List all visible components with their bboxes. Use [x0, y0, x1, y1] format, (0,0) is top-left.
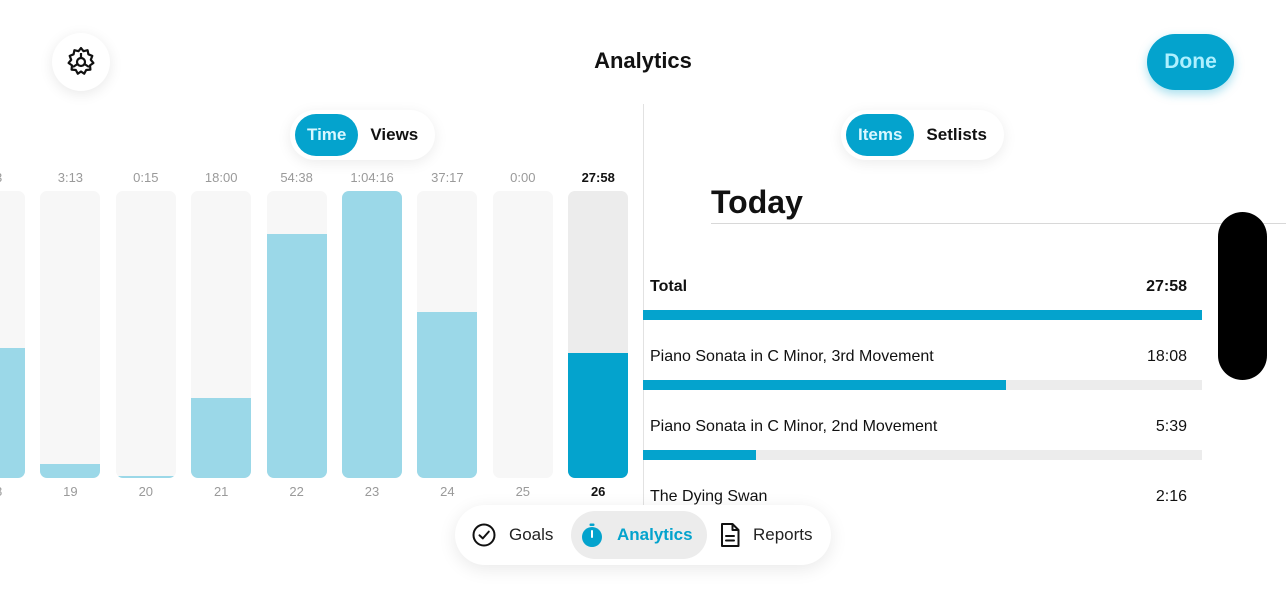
- chart-column-23[interactable]: 1:04:16 23: [342, 166, 402, 499]
- document-icon: [719, 522, 741, 548]
- chart-column-24[interactable]: 37:17 24: [417, 166, 478, 499]
- total-label: Total: [650, 278, 688, 295]
- bottom-tab-bar: Goals Analytics Reports: [455, 505, 831, 565]
- item-bar-track: [643, 380, 1202, 390]
- page-title: Analytics: [594, 48, 692, 73]
- item-name: The Dying Swan: [650, 488, 768, 505]
- chart-day-label: 26: [590, 484, 606, 499]
- chart-bar: [40, 463, 101, 478]
- chart-column-19[interactable]: 3:13 19: [40, 166, 101, 499]
- chart-bar-track: [191, 191, 252, 478]
- chart-bar-track: [417, 191, 478, 478]
- chart-time-label: 03: [0, 166, 25, 190]
- tab-analytics[interactable]: Analytics: [571, 511, 707, 559]
- items-setlists-segment: Items Setlists: [841, 110, 1004, 160]
- segment-items[interactable]: Items: [846, 114, 915, 156]
- chart-time-label: 3:13: [57, 170, 84, 185]
- item-bar-fill: [643, 450, 756, 460]
- total-bar-track: [643, 310, 1202, 320]
- tab-reports[interactable]: Reports: [711, 511, 827, 559]
- chart-day-label: 19: [63, 484, 78, 499]
- stopwatch-icon: [579, 522, 605, 548]
- tab-label: Goals: [509, 525, 554, 544]
- chart-time-label: 18:00: [204, 170, 238, 185]
- item-time: 2:16: [1155, 488, 1187, 505]
- chart-column-18[interactable]: 03 18: [0, 166, 25, 499]
- chart-column-21[interactable]: 18:00 21: [191, 166, 252, 499]
- scroll-handle[interactable]: [1218, 212, 1267, 380]
- time-views-segment: Time Views: [290, 110, 436, 160]
- chart-bar: [0, 348, 25, 478]
- heading-divider: [711, 223, 1286, 224]
- chart-column-26[interactable]: 27:58 26: [568, 166, 629, 499]
- tab-label: Reports: [753, 525, 813, 544]
- chart-bar-track: [40, 191, 101, 478]
- total-value: 27:58: [1146, 278, 1187, 295]
- chart-column-22[interactable]: 54:38 22: [266, 166, 327, 499]
- chart-bar: [115, 476, 176, 478]
- chart-bar-track: [115, 191, 176, 478]
- tab-goals[interactable]: Goals: [463, 511, 567, 559]
- item-name: Piano Sonata in C Minor, 2nd Movement: [650, 418, 938, 435]
- tab-label: Analytics: [617, 525, 693, 544]
- chart-bar-track: [342, 191, 402, 478]
- segment-setlists[interactable]: Setlists: [926, 125, 987, 144]
- chart-bar: [417, 311, 478, 478]
- done-button[interactable]: Done: [1147, 34, 1234, 90]
- chart-bar-track: [492, 191, 553, 478]
- item-bar-track: [643, 450, 1202, 460]
- chart-bar-track: [0, 191, 25, 478]
- check-circle-icon: [471, 522, 497, 548]
- chart-bar: [342, 191, 402, 478]
- chart-day-label: 22: [289, 484, 304, 499]
- chart-time-label: 37:17: [431, 170, 464, 185]
- chart-time-label: 54:38: [280, 170, 313, 185]
- chart-time-label: 0:15: [133, 170, 159, 185]
- settings-button[interactable]: [52, 33, 110, 91]
- segment-views[interactable]: Views: [370, 125, 419, 144]
- total-bar-fill: [643, 310, 1202, 320]
- chart-day-label: 21: [213, 484, 229, 499]
- chart-bar: [191, 397, 252, 478]
- item-time: 5:39: [1155, 418, 1187, 435]
- chart-day-label: 25: [515, 484, 531, 499]
- chart-bar-track: [266, 191, 327, 478]
- section-heading-today: Today: [711, 184, 803, 220]
- chart-time-label: 0:00: [510, 170, 536, 185]
- gear-icon: [67, 46, 95, 75]
- segment-time[interactable]: Time: [295, 114, 359, 156]
- panel-divider: [643, 104, 644, 508]
- chart-bar: [568, 353, 629, 478]
- chart-column-20[interactable]: 0:15 20: [115, 166, 176, 499]
- item-time: 18:08: [1146, 348, 1187, 365]
- chart-time-label: 27:58: [581, 170, 615, 185]
- item-name: Piano Sonata in C Minor, 3rd Movement: [650, 348, 934, 365]
- item-bar-fill: [643, 380, 1006, 390]
- chart-column-25[interactable]: 0:00 25: [492, 166, 553, 499]
- chart-day-label: 20: [138, 484, 154, 499]
- chart-bar: [266, 234, 327, 478]
- chart-bar-track: [568, 191, 629, 478]
- chart-time-label: 1:04:16: [350, 170, 394, 185]
- chart-day-label: 24: [440, 484, 455, 499]
- chart-day-label: 23: [364, 484, 380, 499]
- chart-day-label: 18: [0, 484, 25, 499]
